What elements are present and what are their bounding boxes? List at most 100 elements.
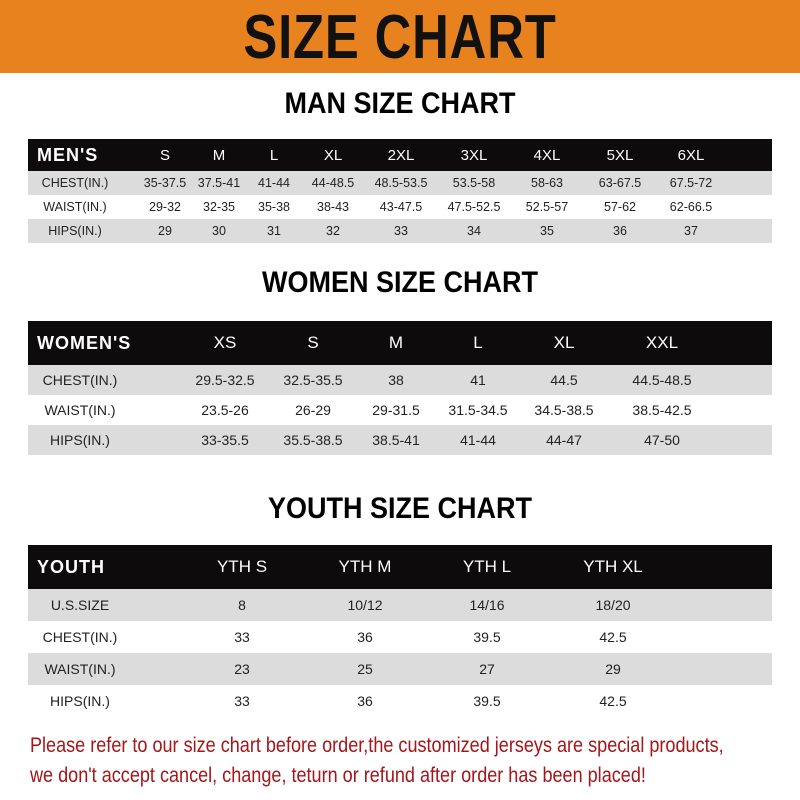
table-row: HIPS(IN.) 29 30 31 32 33 34 35 36 37 bbox=[28, 219, 772, 243]
table-cell: 67.5-72 bbox=[669, 176, 713, 190]
size-header-cell: YTH M bbox=[338, 557, 392, 576]
table-cell: 34 bbox=[467, 224, 481, 238]
table-cell: 33-35.5 bbox=[201, 432, 249, 448]
table-cell: 31 bbox=[267, 224, 281, 238]
table-cell: 29 bbox=[158, 224, 172, 238]
table-cell: 41-44 bbox=[460, 432, 496, 448]
men-size-table: MEN'S S M L XL 2XL 3XL 4XL 5XL 6XL CHEST(IN.) 35-37… bbox=[28, 139, 772, 243]
size-header-cell: L bbox=[269, 146, 279, 164]
table-cell: 29 bbox=[605, 661, 621, 677]
table-header-row: YOUTH YTH S YTH M YTH L YTH XL bbox=[28, 545, 772, 589]
women-section-title: WOMEN SIZE CHART bbox=[262, 266, 538, 299]
table-cell: 35 bbox=[540, 224, 554, 238]
notice-line-1: Please refer to our size chart before or… bbox=[30, 734, 724, 757]
table-cell: 8 bbox=[238, 597, 246, 613]
table-cell: 39.5 bbox=[473, 693, 501, 709]
table-cell: 23 bbox=[234, 661, 250, 677]
size-header-cell: 6XL bbox=[677, 146, 705, 164]
size-header-cell: 5XL bbox=[606, 146, 634, 164]
table-cell: 53.5-58 bbox=[452, 176, 496, 190]
size-header-cell: 2XL bbox=[387, 146, 415, 164]
table-cell: 44.5-48.5 bbox=[632, 372, 692, 388]
table-row: WAIST(IN.) 29-32 32-35 35-38 38-43 43-47.5 47.… bbox=[28, 195, 772, 219]
size-header-cell: M bbox=[388, 333, 404, 352]
table-cell: 38-43 bbox=[317, 200, 349, 214]
table-cell: 36 bbox=[357, 693, 373, 709]
table-cell: 23.5-26 bbox=[201, 402, 249, 418]
table-cell: 37 bbox=[684, 224, 698, 238]
table-title-cell: YOUTH bbox=[37, 556, 105, 577]
table-cell: 33 bbox=[234, 629, 250, 645]
table-cell: 26-29 bbox=[295, 402, 331, 418]
table-cell: 32.5-35.5 bbox=[283, 372, 343, 388]
table-cell: 25 bbox=[357, 661, 373, 677]
table-cell: 35.5-38.5 bbox=[283, 432, 343, 448]
size-header-cell: XL bbox=[553, 333, 575, 352]
table-cell: 29-31.5 bbox=[372, 402, 420, 418]
size-header-cell: YTH L bbox=[462, 557, 512, 576]
table-cell: 62-66.5 bbox=[669, 200, 713, 214]
youth-section-title: YOUTH SIZE CHART bbox=[267, 492, 533, 525]
table-row: HIPS(IN.) 33 36 39.5 42.5 bbox=[28, 685, 772, 717]
size-header-cell: S bbox=[159, 146, 171, 164]
size-header-cell: XS bbox=[213, 333, 237, 352]
table-cell: 32-35 bbox=[203, 200, 235, 214]
table-row: WAIST(IN.) 23 25 27 29 bbox=[28, 653, 772, 685]
measure-label-cell: WAIST(IN.) bbox=[44, 402, 116, 418]
table-row: WAIST(IN.) 23.5-26 26-29 29-31.5 31.5-34.5 34… bbox=[28, 395, 772, 425]
table-cell: 29.5-32.5 bbox=[195, 372, 255, 388]
table-cell: 63-67.5 bbox=[598, 176, 642, 190]
table-cell: 38.5-41 bbox=[372, 432, 420, 448]
table-cell: 33 bbox=[394, 224, 408, 238]
size-header-cell: XXL bbox=[645, 333, 679, 352]
table-cell: 37.5-41 bbox=[197, 176, 241, 190]
table-row: CHEST(IN.) 33 36 39.5 42.5 bbox=[28, 621, 772, 653]
table-cell: 34.5-38.5 bbox=[534, 402, 594, 418]
table-cell: 47.5-52.5 bbox=[447, 200, 501, 214]
table-cell: 48.5-53.5 bbox=[374, 176, 428, 190]
table-cell: 44.5 bbox=[550, 372, 578, 388]
table-title-cell: MEN'S bbox=[37, 144, 99, 165]
size-header-cell: M bbox=[212, 146, 226, 164]
table-row: CHEST(IN.) 35-37.5 37.5-41 41-44 44-48.5 48.5… bbox=[28, 171, 772, 195]
table-cell: 44-48.5 bbox=[311, 176, 355, 190]
table-cell: 38.5-42.5 bbox=[632, 402, 692, 418]
table-cell: 42.5 bbox=[599, 693, 627, 709]
banner-title: SIZE CHART bbox=[243, 3, 557, 72]
notice-line-2: we don't accept cancel, change, teturn o… bbox=[30, 764, 646, 787]
table-cell: 35-38 bbox=[258, 200, 290, 214]
table-cell: 36 bbox=[357, 629, 373, 645]
measure-label-cell: WAIST(IN.) bbox=[44, 661, 116, 677]
table-cell: 47-50 bbox=[644, 432, 680, 448]
measure-label-cell: U.S.SIZE bbox=[50, 597, 110, 613]
measure-label-cell: HIPS(IN.) bbox=[48, 224, 102, 238]
women-size-table: WOMEN'S XS S M L XL XXL CHEST(IN.) 29.5-32.5 32.5… bbox=[28, 321, 772, 455]
table-cell: 30 bbox=[212, 224, 226, 238]
youth-size-table: YOUTH YTH S YTH M YTH L YTH XL U.S.SIZE 8 10/12… bbox=[28, 545, 772, 717]
table-row: CHEST(IN.) 29.5-32.5 32.5-35.5 38 41 44.5 44.5… bbox=[28, 365, 772, 395]
table-cell: 35-37.5 bbox=[143, 176, 187, 190]
measure-label-cell: CHEST(IN.) bbox=[42, 372, 118, 388]
men-section-title: MAN SIZE CHART bbox=[284, 87, 516, 120]
size-header-cell: 4XL bbox=[533, 146, 561, 164]
table-cell: 52.5-57 bbox=[525, 200, 569, 214]
table-cell: 10/12 bbox=[347, 597, 383, 613]
size-header-cell: YTH XL bbox=[583, 557, 643, 576]
table-row: HIPS(IN.) 33-35.5 35.5-38.5 38.5-41 41-44 44-… bbox=[28, 425, 772, 455]
table-cell: 41 bbox=[470, 372, 486, 388]
size-header-cell: YTH S bbox=[216, 557, 268, 576]
table-title-cell: WOMEN'S bbox=[37, 332, 132, 353]
table-cell: 27 bbox=[479, 661, 495, 677]
title-banner: SIZE CHART bbox=[0, 0, 800, 73]
size-header-cell: S bbox=[307, 333, 319, 352]
measure-label-cell: WAIST(IN.) bbox=[43, 200, 107, 214]
measure-label-cell: CHEST(IN.) bbox=[41, 176, 109, 190]
table-cell: 41-44 bbox=[258, 176, 290, 190]
table-header-row: WOMEN'S XS S M L XL XXL bbox=[28, 321, 772, 365]
table-cell: 36 bbox=[613, 224, 627, 238]
size-header-cell: L bbox=[473, 333, 483, 352]
table-cell: 31.5-34.5 bbox=[448, 402, 508, 418]
measure-label-cell: HIPS(IN.) bbox=[50, 432, 110, 448]
measure-label-cell: CHEST(IN.) bbox=[42, 629, 118, 645]
table-header-row: MEN'S S M L XL 2XL 3XL 4XL 5XL 6XL bbox=[28, 139, 772, 171]
